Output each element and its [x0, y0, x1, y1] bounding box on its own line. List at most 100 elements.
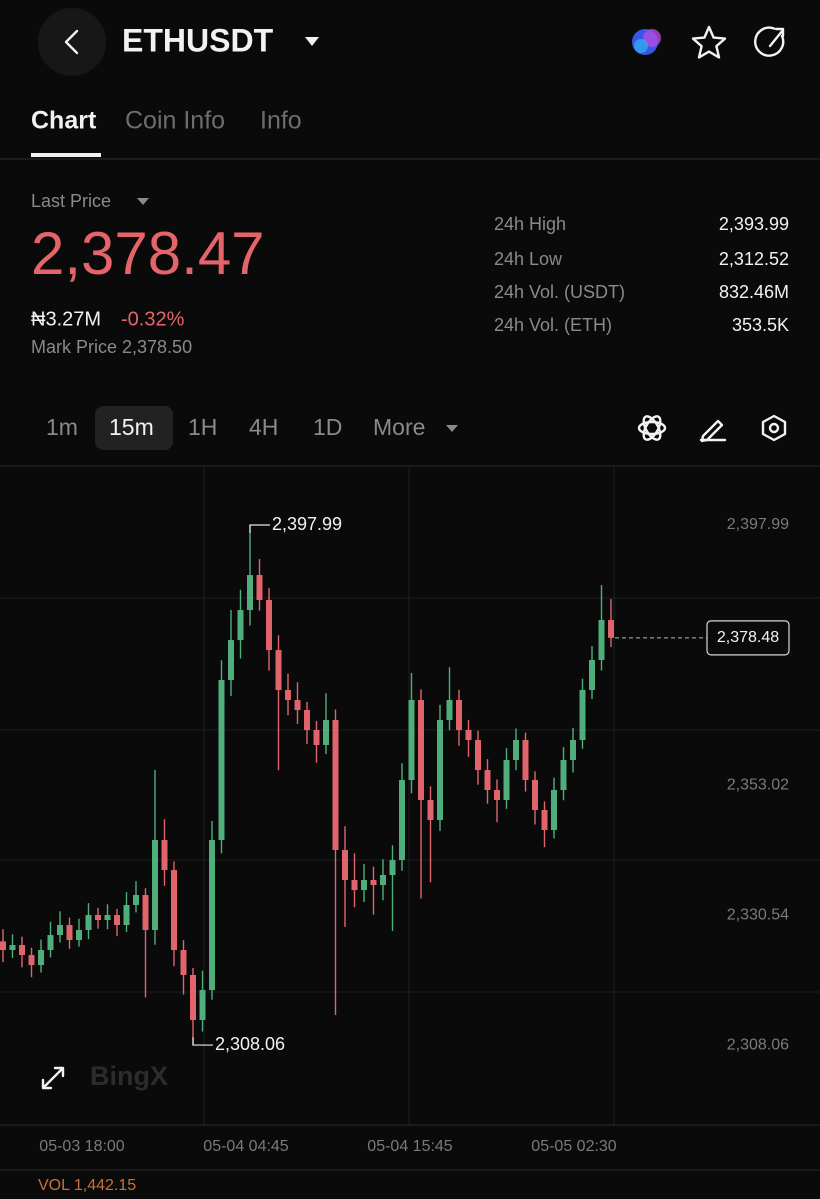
candle-body: [294, 700, 301, 711]
hexagon-dot: [768, 422, 780, 434]
candle-body: [579, 690, 586, 741]
back-icon: [64, 29, 79, 55]
candle-body: [152, 840, 158, 931]
tab[interactable]: Coin Info: [125, 107, 225, 135]
y-tick-label: 2,330.54: [727, 906, 789, 923]
share-icon[interactable]: [754, 26, 785, 57]
candle-body: [228, 640, 234, 681]
mark-price: Mark Price 2,378.50: [31, 337, 192, 357]
tab-active[interactable]: Chart: [31, 107, 97, 135]
ai-icon[interactable]: [632, 29, 661, 55]
stat-value: 2,312.52: [719, 249, 789, 269]
candle-body: [532, 779, 538, 811]
low-pointer: [192, 1037, 213, 1046]
candle-body: [465, 730, 472, 741]
candle-body: [66, 925, 73, 941]
candle-body: [123, 905, 130, 926]
candle-body: [47, 935, 54, 951]
candle-body: [104, 915, 111, 920]
more-dropdown[interactable]: [446, 425, 458, 432]
interval[interactable]: 1H: [188, 414, 217, 440]
interval[interactable]: 4H: [249, 414, 278, 440]
current-price-box: [706, 620, 790, 656]
icon-ring: [642, 415, 662, 441]
candle-body: [570, 740, 576, 761]
x-tick-label: 05-05 02:30: [531, 1138, 617, 1155]
candle-body: [275, 650, 282, 691]
candle-body: [342, 850, 348, 881]
last-price: 2,378.47: [31, 220, 265, 287]
candle-body: [171, 870, 177, 951]
interval-active[interactable]: 15m: [109, 414, 154, 440]
candle-body: [332, 720, 339, 851]
expand-arrows: [41, 1066, 65, 1090]
expand-icon[interactable]: [41, 1066, 65, 1090]
candle-body: [437, 720, 443, 821]
icon-ring: [637, 420, 667, 436]
fiat-price: ₦3.27M: [31, 308, 101, 330]
candle-body: [313, 730, 320, 746]
favorite-icon[interactable]: [691, 25, 727, 59]
price-change: -0.32%: [121, 308, 185, 330]
interval[interactable]: 1m: [46, 414, 78, 440]
indicator-icon[interactable]: [637, 414, 667, 443]
high-label: 2,397.99: [272, 514, 342, 534]
candle-body: [9, 945, 16, 951]
candle-body: [237, 610, 244, 641]
settings-icon[interactable]: [761, 414, 787, 442]
candle-body: [256, 575, 263, 601]
candle-body: [38, 950, 44, 966]
candle-body: [0, 941, 6, 951]
last-price-dropdown[interactable]: [137, 198, 149, 205]
candle-body: [323, 720, 329, 746]
stat-label: 24h Vol. (ETH): [494, 315, 612, 335]
candle-body: [446, 700, 453, 721]
candle-body: [19, 945, 25, 956]
x-tick-label: 05-04 04:45: [203, 1138, 289, 1155]
symbol-title[interactable]: ETHUSDT: [122, 22, 274, 58]
candle-body: [114, 915, 120, 926]
candle-body: [399, 779, 405, 861]
x-tick-label: 05-04 15:45: [367, 1138, 453, 1155]
candle-body: [598, 620, 605, 660]
last-price-label[interactable]: Last Price: [31, 191, 111, 211]
candle-body: [180, 950, 187, 975]
candle-body: [418, 700, 424, 801]
share-arc: [754, 26, 785, 57]
tab-indicator: [31, 153, 101, 157]
ai-orb-glow: [643, 29, 661, 47]
current-price-label: 2,378.48: [717, 629, 779, 646]
candle-body: [161, 840, 168, 871]
share-arrow: [768, 27, 785, 48]
candle-body: [589, 659, 595, 691]
interval-more[interactable]: More: [373, 414, 425, 440]
symbol-dropdown[interactable]: [305, 37, 319, 46]
stat-label: 24h Low: [494, 249, 563, 269]
y-tick-label: 2,308.06: [727, 1036, 789, 1053]
stat-label: 24h High: [494, 214, 566, 234]
stat-label: 24h Vol. (USDT): [494, 282, 625, 302]
candle-body: [28, 955, 35, 966]
candle-body: [209, 840, 215, 991]
candlestick-chart: BingX 2,397.99 2,353.02 2,330.54 2,308.06 05…: [0, 465, 820, 1171]
candle-body: [503, 760, 510, 801]
watermark: BingX: [90, 1061, 168, 1091]
tab[interactable]: Info: [260, 107, 302, 135]
interval-selected-bg: [95, 406, 173, 450]
candle-body: [608, 620, 614, 638]
candle-body: [456, 700, 462, 731]
candle-body: [541, 810, 548, 831]
back-button[interactable]: [38, 8, 106, 76]
candle-body: [247, 575, 253, 611]
candle-body: [57, 925, 63, 936]
stat-value: 2,393.99: [719, 214, 789, 234]
hexagon: [761, 414, 787, 442]
candle-body: [142, 895, 149, 931]
candle-body: [95, 915, 101, 920]
candle-body: [285, 690, 291, 701]
interval[interactable]: 1D: [313, 414, 342, 440]
candle-body: [389, 860, 396, 876]
candle-body: [513, 740, 519, 761]
draw-icon[interactable]: [699, 419, 727, 443]
